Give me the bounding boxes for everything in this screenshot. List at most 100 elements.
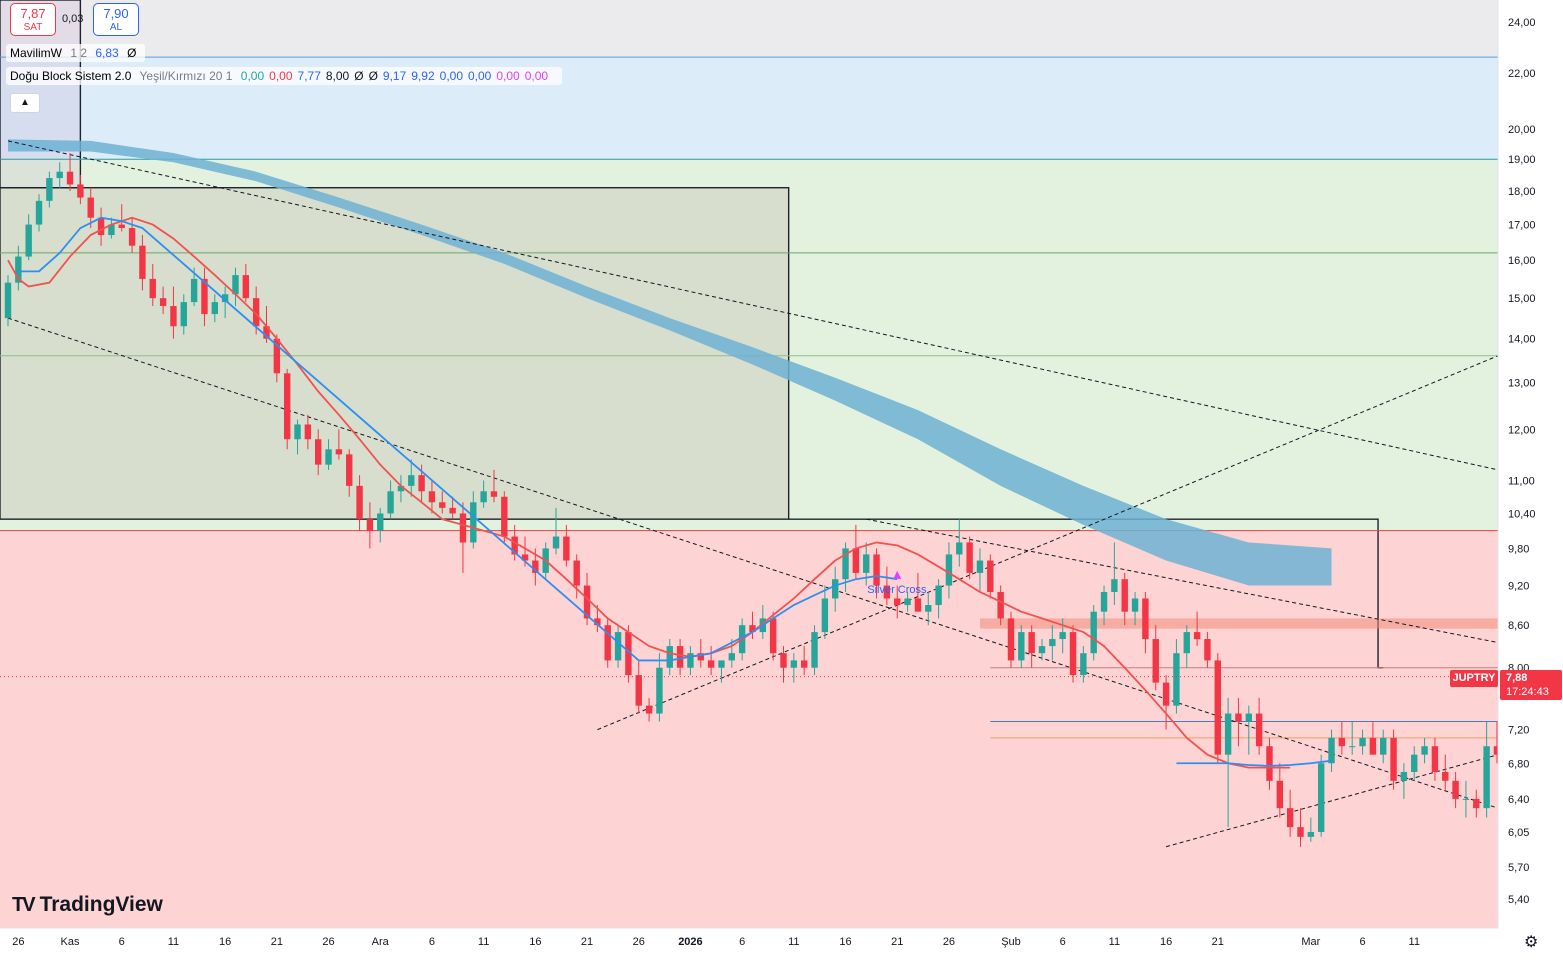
block-box-1 bbox=[0, 187, 790, 520]
candle-body-24 bbox=[252, 298, 260, 327]
candle-body-42 bbox=[439, 502, 446, 508]
candle-body-53 bbox=[552, 536, 560, 549]
candle-body-21 bbox=[221, 294, 229, 303]
candle-body-72 bbox=[749, 625, 756, 633]
candle-body-102 bbox=[1059, 632, 1066, 640]
x-tick-7: Ara bbox=[372, 936, 390, 948]
candle-body-97 bbox=[1007, 618, 1015, 661]
legend-dogu-value-10: 0,00 bbox=[496, 69, 520, 83]
x-tick-1: Kas bbox=[61, 936, 80, 948]
candle-body-137 bbox=[1421, 746, 1428, 755]
trendline-4 bbox=[1165, 754, 1499, 848]
candle-body-115 bbox=[1193, 632, 1201, 640]
candle-body-6 bbox=[66, 171, 74, 185]
candle-body-66 bbox=[687, 653, 694, 668]
candle-body-37 bbox=[387, 491, 394, 514]
candle-body-113 bbox=[1173, 653, 1180, 706]
trendline-0 bbox=[7, 140, 1499, 471]
candle-body-68 bbox=[707, 660, 715, 668]
x-tick-6: 26 bbox=[322, 936, 334, 948]
candle-body-58 bbox=[604, 625, 611, 661]
candle-body-120 bbox=[1245, 713, 1252, 722]
candle-body-15 bbox=[159, 298, 167, 307]
y-tick-10: 12,00 bbox=[1508, 424, 1536, 436]
candle-body-123 bbox=[1276, 780, 1284, 809]
gear-icon[interactable]: ⚙ bbox=[1524, 934, 1539, 951]
candle-body-56 bbox=[583, 585, 591, 619]
candle-body-106 bbox=[1100, 591, 1108, 612]
x-tick-15: 11 bbox=[788, 936, 799, 948]
sell-button[interactable]: 7,87 SAT bbox=[10, 3, 56, 36]
candle-body-132 bbox=[1369, 737, 1377, 755]
candle-body-12 bbox=[128, 228, 136, 246]
candle-body-11 bbox=[118, 224, 125, 229]
candle-body-48 bbox=[501, 496, 508, 537]
candle-body-65 bbox=[676, 646, 684, 668]
candle-body-100 bbox=[1038, 646, 1046, 654]
candle-body-10 bbox=[108, 224, 115, 236]
x-tick-22: 16 bbox=[1160, 936, 1172, 948]
time-axis-bg bbox=[0, 928, 1563, 963]
x-tick-17: 21 bbox=[891, 936, 903, 948]
red-zone bbox=[0, 530, 1498, 928]
candle-body-88 bbox=[914, 598, 922, 612]
y-tick-5: 17,00 bbox=[1508, 220, 1536, 232]
legend-dogu-params: Yeşil/Kırmızı 20 1 bbox=[139, 69, 233, 83]
legend-dogu-value-2: 7,77 bbox=[297, 69, 321, 83]
candle-body-36 bbox=[377, 513, 384, 531]
candle-body-41 bbox=[428, 491, 436, 503]
candle-body-43 bbox=[449, 507, 456, 514]
y-tick-13: 9,80 bbox=[1508, 543, 1529, 555]
candle-body-5 bbox=[56, 171, 63, 179]
collapse-legend-button[interactable]: ▲ bbox=[10, 93, 40, 113]
trendline-3 bbox=[866, 518, 1499, 644]
candle-body-28 bbox=[294, 424, 301, 440]
buy-button[interactable]: 7,90 AL bbox=[93, 3, 139, 36]
legend-dogu[interactable]: Doğu Block Sistem 2.0 Yeşil/Kırmızı 20 1… bbox=[6, 67, 563, 85]
candle-body-29 bbox=[304, 424, 312, 440]
tradingview-logo-icon: TV bbox=[12, 894, 36, 916]
legend-mavilim[interactable]: MavilimW 1 2 6,83 Ø bbox=[6, 44, 146, 62]
candle-body-118 bbox=[1224, 713, 1232, 755]
candle-body-57 bbox=[594, 618, 601, 626]
candle-body-141 bbox=[1462, 798, 1470, 800]
x-tick-0: 26 bbox=[12, 936, 24, 948]
legend-mavilim-params: 1 2 bbox=[70, 46, 88, 60]
moving-average-0 bbox=[7, 216, 1291, 769]
candle-body-35 bbox=[366, 519, 374, 531]
candle-body-95 bbox=[987, 560, 994, 592]
candle-body-134 bbox=[1390, 737, 1397, 781]
y-tick-20: 6,05 bbox=[1508, 827, 1529, 839]
candle-body-14 bbox=[149, 278, 156, 299]
candle-body-136 bbox=[1411, 754, 1418, 772]
candle-body-122 bbox=[1266, 746, 1273, 781]
x-tick-11: 21 bbox=[581, 936, 593, 948]
candle-body-18 bbox=[190, 278, 198, 303]
candle-body-7 bbox=[77, 184, 84, 198]
candle-body-127 bbox=[1317, 763, 1325, 832]
candle-body-34 bbox=[356, 485, 363, 520]
candle-body-78 bbox=[811, 632, 818, 668]
candle-body-143 bbox=[1483, 746, 1490, 809]
moving-average-1 bbox=[18, 216, 898, 662]
y-tick-6: 16,00 bbox=[1508, 255, 1536, 267]
candle-body-32 bbox=[335, 449, 343, 455]
x-tick-5: 21 bbox=[271, 936, 283, 948]
last-price-tag: 7,88 17:24:43 bbox=[1500, 670, 1562, 700]
candle-body-111 bbox=[1152, 639, 1159, 683]
candle-body-30 bbox=[315, 439, 322, 465]
sell-label: SAT bbox=[23, 22, 43, 33]
candle-body-31 bbox=[325, 449, 332, 465]
candle-body-1 bbox=[15, 256, 22, 283]
resistance-zone bbox=[979, 618, 1498, 629]
x-tick-25: 6 bbox=[1359, 936, 1365, 948]
candle-body-38 bbox=[397, 485, 405, 492]
x-tick-18: 26 bbox=[943, 936, 955, 948]
chevron-up-icon: ▲ bbox=[20, 97, 30, 108]
candle-body-119 bbox=[1235, 713, 1242, 722]
candle-body-83 bbox=[863, 554, 870, 573]
candle-body-13 bbox=[139, 245, 146, 279]
legend-dogu-value-1: 0,00 bbox=[269, 69, 293, 83]
y-tick-9: 13,00 bbox=[1508, 377, 1536, 389]
